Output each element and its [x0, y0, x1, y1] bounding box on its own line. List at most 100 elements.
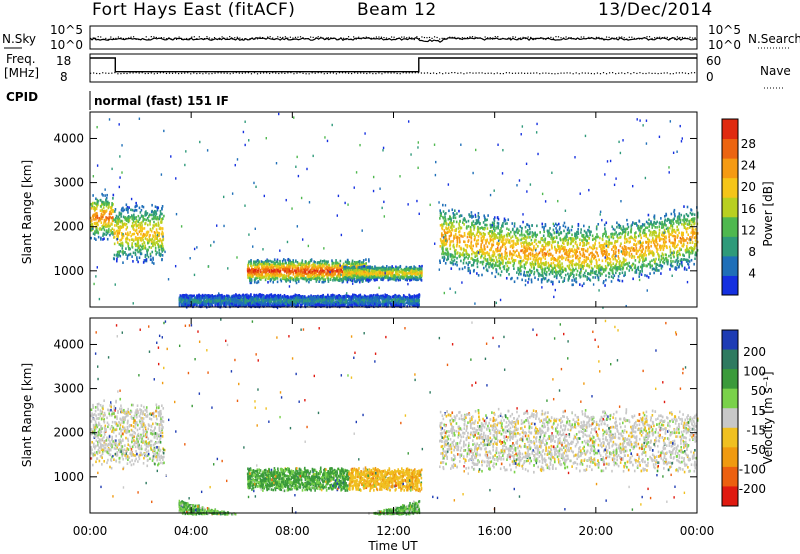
power-cell	[278, 271, 281, 275]
power-cell	[301, 259, 304, 262]
noise-search-dot	[497, 36, 499, 38]
power-cell	[120, 212, 123, 215]
power-cell	[248, 260, 250, 263]
power-cell	[382, 268, 384, 271]
power-cell	[120, 233, 123, 236]
power-cell	[681, 222, 683, 226]
power-cell	[249, 281, 252, 285]
power-cell	[660, 258, 662, 262]
nave-dot	[332, 72, 334, 74]
power-cell	[624, 263, 627, 266]
noise-search-dot	[532, 37, 534, 40]
noise-search-dot	[593, 38, 595, 40]
nave-dot	[654, 72, 656, 74]
power-cell	[158, 234, 160, 237]
power-cell	[546, 250, 549, 254]
nave-dot	[627, 72, 629, 74]
noise-search-dot	[552, 37, 555, 39]
power-cell	[156, 236, 159, 240]
power-cell	[579, 238, 581, 241]
noise-search-dot	[213, 37, 216, 39]
power-cell	[321, 280, 324, 284]
power-cell	[694, 253, 697, 257]
noise-search-dot	[380, 36, 383, 38]
power-cell	[145, 210, 147, 213]
noise-search-dot	[140, 38, 142, 41]
power-cell	[263, 265, 265, 269]
noise-search-dot	[439, 38, 441, 40]
power-cell	[562, 280, 564, 284]
power-cell	[135, 216, 137, 219]
power-cell	[147, 241, 149, 245]
noise-search-dot	[517, 38, 519, 41]
power-cell	[128, 206, 130, 209]
power-cell	[638, 275, 641, 278]
power-cell	[521, 233, 523, 237]
power-cell	[502, 225, 504, 228]
noise-search-dot	[234, 37, 236, 39]
power-cell	[319, 272, 322, 276]
power-cell	[392, 266, 395, 270]
power-cell	[368, 259, 370, 263]
noise-search-dot	[446, 38, 448, 40]
power-cell	[250, 269, 253, 273]
power-cell	[303, 263, 306, 267]
power-cell	[673, 210, 675, 214]
power-cell	[161, 230, 164, 234]
noise-search-dot	[636, 37, 638, 40]
nave-dot	[487, 72, 489, 74]
power-cell	[142, 219, 144, 223]
power-cell	[154, 243, 157, 247]
noise-search-dot	[575, 38, 577, 40]
power-cell	[304, 261, 307, 264]
power-cell	[99, 209, 102, 212]
noise-search-dot	[342, 37, 345, 39]
power-cell	[445, 253, 448, 256]
power-cell	[679, 218, 682, 222]
power-cell	[285, 277, 287, 281]
power-cell	[386, 276, 388, 279]
power-cell	[520, 245, 523, 248]
power-cell	[296, 260, 299, 264]
power-cell	[154, 237, 156, 241]
power-cell	[162, 245, 164, 248]
power-cell	[276, 258, 279, 262]
power-cell	[156, 208, 159, 212]
power-cell	[270, 260, 273, 263]
power-cell	[298, 262, 301, 266]
power-cell	[160, 220, 162, 224]
power-cell	[155, 235, 157, 238]
power-cell	[118, 212, 121, 215]
power-cell	[404, 271, 406, 275]
power-cell	[459, 219, 461, 223]
noise-search-dot	[158, 37, 160, 39]
power-cell	[255, 277, 258, 280]
noise-search-dot	[322, 37, 324, 39]
power-cell	[332, 276, 335, 280]
noise-search-dot	[585, 38, 587, 40]
noise-search-dot	[661, 37, 663, 39]
nave-dot	[378, 72, 380, 74]
power-cell	[374, 265, 376, 268]
power-cell	[284, 276, 286, 280]
power-cell	[314, 264, 317, 267]
power-cell	[91, 204, 93, 208]
nave-dot	[114, 72, 116, 74]
nave-dot	[536, 72, 538, 74]
noise-search-dot	[689, 36, 691, 38]
power-cell	[506, 227, 508, 231]
power-cell	[552, 280, 554, 284]
power-cell	[623, 274, 625, 278]
power-cell	[504, 222, 507, 226]
power-cell	[146, 254, 149, 257]
power-cell	[128, 217, 130, 221]
nave-dot	[193, 72, 195, 74]
power-cell	[380, 277, 382, 281]
power-cell	[533, 245, 535, 248]
power-cell	[129, 216, 132, 219]
power-cell	[315, 280, 318, 283]
power-cell	[355, 261, 357, 264]
power-cell	[262, 262, 265, 266]
power-cell	[443, 257, 446, 261]
power-cell	[148, 213, 151, 217]
